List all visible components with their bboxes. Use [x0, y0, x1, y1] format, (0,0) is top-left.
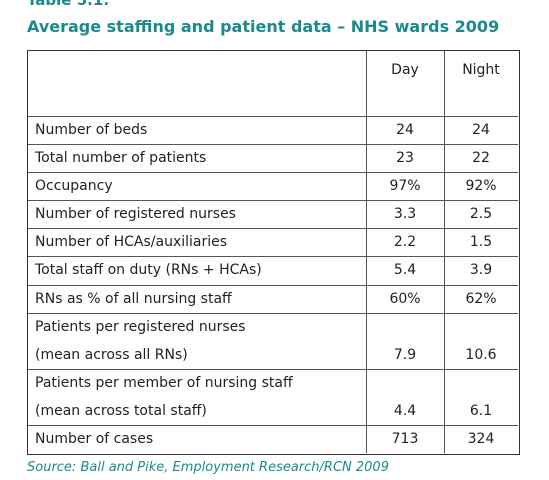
row-label: Number of beds: [35, 122, 148, 139]
row-divider: [28, 256, 518, 258]
row-label: RNs as % of all nursing staff: [35, 290, 232, 307]
table-label: Table 5.1:: [27, 0, 110, 9]
row-divider: [28, 144, 518, 146]
column-divider: [444, 51, 445, 453]
cell-value: 2.5: [469, 206, 493, 223]
cell-value: 713: [391, 430, 419, 447]
cell-value: 22: [472, 150, 490, 167]
column-header: Day: [391, 62, 419, 78]
row-divider: [28, 228, 518, 230]
table: Day Night Number of beds 24 24 Total number o…: [27, 50, 520, 455]
row-label: Number of registered nurses: [35, 206, 236, 223]
row-divider: [28, 368, 518, 370]
cell-value: 97%: [389, 178, 421, 195]
row-label: Total number of patients: [35, 150, 207, 167]
row-label: Total staff on duty (RNs + HCAs): [35, 262, 262, 279]
table-title: Average staffing and patient data – NHS …: [27, 17, 500, 36]
cell-value: 92%: [465, 178, 497, 195]
row-divider: [28, 424, 518, 426]
row-label: (mean across total staff): [35, 402, 207, 419]
cell-value: 7.9: [393, 346, 417, 363]
row-divider: [28, 312, 518, 314]
source-note: Source: Ball and Pike, Employment Resear…: [27, 460, 389, 475]
cell-value: 6.1: [469, 402, 493, 419]
cell-value: 24: [472, 122, 490, 139]
cell-value: 23: [396, 150, 414, 167]
cell-value: 3.9: [469, 262, 493, 279]
row-label: Patients per registered nurses: [35, 318, 246, 335]
cell-value: 5.4: [393, 262, 417, 279]
row-label: Number of HCAs/auxiliaries: [35, 234, 228, 251]
row-label: Number of cases: [35, 430, 154, 447]
cell-value: 2.2: [393, 234, 417, 251]
row-divider: [28, 200, 518, 202]
row-divider: [28, 116, 518, 117]
column-divider: [366, 51, 367, 453]
cell-value: 24: [396, 122, 414, 139]
row-label: Patients per member of nursing staff: [35, 374, 293, 391]
column-header: Night: [462, 62, 500, 78]
row-divider: [28, 172, 518, 174]
row-label: (mean across all RNs): [35, 346, 188, 363]
cell-value: 10.6: [465, 346, 497, 363]
row-divider: [28, 284, 518, 286]
cell-value: 62%: [465, 290, 497, 307]
cell-value: 60%: [389, 290, 421, 307]
cell-value: 1.5: [469, 234, 493, 251]
cell-value: 324: [467, 430, 495, 447]
cell-value: 4.4: [393, 402, 417, 419]
row-label: Occupancy: [35, 178, 113, 195]
cell-value: 3.3: [393, 206, 417, 223]
